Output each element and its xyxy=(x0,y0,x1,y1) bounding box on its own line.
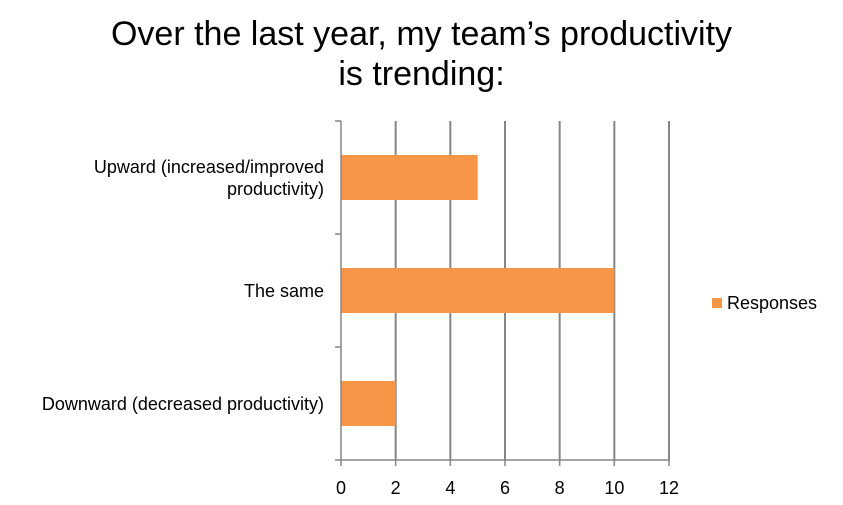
x-tick-label-6: 12 xyxy=(659,478,679,498)
category-label-0-line-1: productivity) xyxy=(226,178,324,199)
category-label-0-line-0: Upward (increased/improved xyxy=(93,156,324,177)
bar-1 xyxy=(341,268,615,313)
chart-title-line-1: Over the last year, my team’s productivi… xyxy=(110,15,733,53)
x-tick-label-4: 8 xyxy=(555,478,565,498)
chart-title-line-2: is trending: xyxy=(338,55,505,93)
chart-title: Over the last year, my team’s productivi… xyxy=(0,14,843,94)
legend-swatch xyxy=(712,298,722,308)
x-tick-label-0: 0 xyxy=(336,478,346,498)
x-tick-label-3: 6 xyxy=(500,478,510,498)
category-label-2-line-0: Downward (decreased productivity) xyxy=(41,393,324,414)
bar-2 xyxy=(341,381,396,426)
x-tick-label-2: 4 xyxy=(445,478,455,498)
category-label-1-line-0: The same xyxy=(243,280,324,301)
legend: Responses xyxy=(712,292,817,314)
x-tick-label-5: 10 xyxy=(604,478,624,498)
x-tick-label-1: 2 xyxy=(391,478,401,498)
bar-0 xyxy=(341,155,478,200)
category-label-2: Downward (decreased productivity) xyxy=(4,393,324,415)
category-label-1: The same xyxy=(4,280,324,302)
category-label-0: Upward (increased/improved productivity) xyxy=(4,156,324,200)
legend-label: Responses xyxy=(727,293,818,313)
